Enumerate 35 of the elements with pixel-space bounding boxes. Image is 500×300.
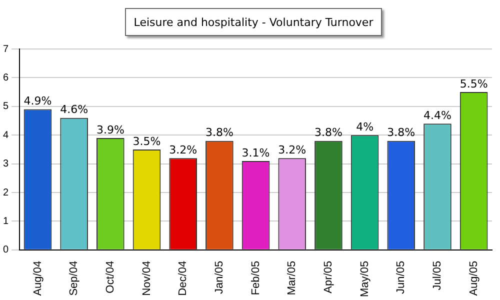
x-tick-label: Jun/05 bbox=[395, 260, 408, 294]
data-label: 3.5% bbox=[132, 134, 161, 148]
data-label: 4.4% bbox=[424, 108, 452, 122]
x-tick-label: Oct/04 bbox=[104, 260, 116, 294]
y-tick-label: 1 bbox=[3, 216, 9, 227]
data-label: 3.8% bbox=[387, 126, 416, 140]
x-tick-label: Feb/05 bbox=[250, 260, 262, 296]
data-label: 3.8% bbox=[314, 126, 342, 140]
chart-title: Leisure and hospitality - Voluntary Turnover bbox=[125, 8, 382, 36]
data-label: 4.6% bbox=[60, 103, 88, 116]
x-tick-label: Mar/05 bbox=[286, 260, 298, 296]
x-tick-label: Jan/05 bbox=[213, 260, 226, 294]
data-label: 3.2% bbox=[278, 143, 306, 156]
x-tick-label: Jul/05 bbox=[432, 260, 444, 290]
y-tick-label: 6 bbox=[3, 72, 9, 84]
x-tick-label: Aug/04 bbox=[32, 260, 44, 296]
x-tick-label: Dec/04 bbox=[177, 260, 190, 296]
y-tick-label: 4 bbox=[3, 130, 9, 141]
y-tick-label: 3 bbox=[3, 158, 9, 170]
y-tick-label: 2 bbox=[3, 187, 9, 198]
x-tick-label: May/05 bbox=[358, 260, 371, 298]
data-label: 4% bbox=[356, 120, 374, 134]
x-tick-label: Aug/05 bbox=[468, 260, 480, 296]
x-tick-label: Nov/04 bbox=[140, 260, 153, 296]
data-label: 5.5% bbox=[460, 77, 488, 90]
data-label: 4.9% bbox=[24, 94, 52, 108]
y-tick-label: 7 bbox=[3, 44, 9, 55]
data-label: 3.1% bbox=[242, 146, 270, 160]
x-tick-label: Apr/05 bbox=[322, 260, 334, 294]
y-tick-label: 0 bbox=[3, 244, 9, 256]
x-tick-label: Sep/04 bbox=[68, 260, 80, 296]
data-label: 3.2% bbox=[169, 143, 198, 156]
data-label: 3.8% bbox=[205, 126, 234, 140]
y-tick-label: 5 bbox=[3, 101, 9, 112]
data-label: 3.9% bbox=[96, 123, 124, 136]
